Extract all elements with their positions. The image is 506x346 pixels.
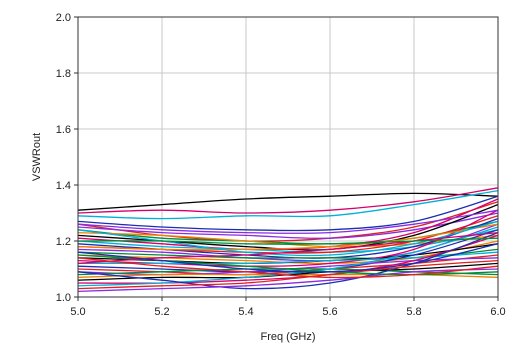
- y-tick-label: 1.4: [56, 180, 71, 192]
- series-line-4: [77, 195, 499, 232]
- x-tick-label: 6.0: [490, 306, 505, 318]
- x-tick-label: 5.6: [322, 306, 337, 318]
- x-tick-label: 5.4: [238, 306, 253, 318]
- series-line-27: [77, 226, 499, 287]
- y-axis-label: VSWRout: [31, 133, 43, 181]
- y-tick-label: 2.0: [56, 12, 71, 24]
- series-line-33: [77, 220, 499, 257]
- plot-frame: [77, 16, 499, 298]
- series-line-38: [77, 209, 499, 234]
- y-tick-label: 1.0: [56, 292, 71, 304]
- series-line-19: [78, 251, 499, 265]
- series-line-1: [77, 192, 499, 211]
- series-line-2: [77, 187, 499, 214]
- series-line-32: [77, 223, 499, 251]
- x-tick-label: 5.0: [70, 306, 85, 318]
- x-axis-label: Freq (GHz): [261, 331, 316, 343]
- series-line-29: [77, 259, 499, 290]
- series-line-36: [77, 237, 499, 245]
- y-tick-label: 1.2: [56, 236, 71, 248]
- series-lines: [77, 187, 499, 293]
- series-line-10: [77, 198, 499, 251]
- plot-area: [78, 17, 498, 297]
- y-tick-label: 1.6: [56, 124, 71, 136]
- series-line-35: [77, 243, 499, 273]
- series-line-6: [77, 212, 499, 240]
- series-line-3: [77, 189, 499, 220]
- axis-ticks: 5.0 5.2 5.4 5.6 5.8 6.0 1.0 1.2 1.4 1.6 1.8 2.0: [56, 12, 506, 318]
- series-line-28: [77, 231, 499, 290]
- series-line-30: [77, 268, 499, 293]
- series-line-37: [77, 257, 499, 279]
- x-tick-label: 5.8: [406, 306, 421, 318]
- x-tick-label: 5.2: [154, 306, 169, 318]
- series-line-11: [77, 229, 499, 253]
- y-tick-label: 1.8: [56, 68, 71, 80]
